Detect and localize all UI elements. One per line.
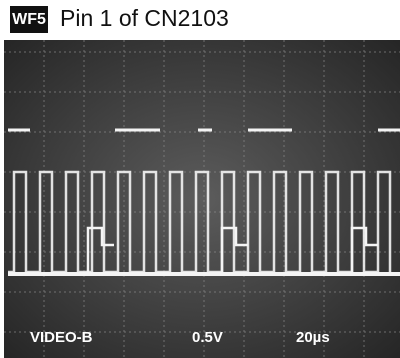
channel-label: VIDEO-B [30, 329, 93, 346]
figure-badge: WF5 [10, 6, 48, 33]
volts-per-div: 0.5V [192, 329, 223, 346]
screen-background [4, 40, 400, 358]
scope-screen: VIDEO-B 0.5V 20µs [0, 40, 400, 358]
figure-title: Pin 1 of CN2103 [60, 2, 229, 34]
page: {"header": {"badge": "WF5", "title": "Pi… [0, 0, 400, 358]
time-per-div: 20µs [296, 329, 330, 346]
